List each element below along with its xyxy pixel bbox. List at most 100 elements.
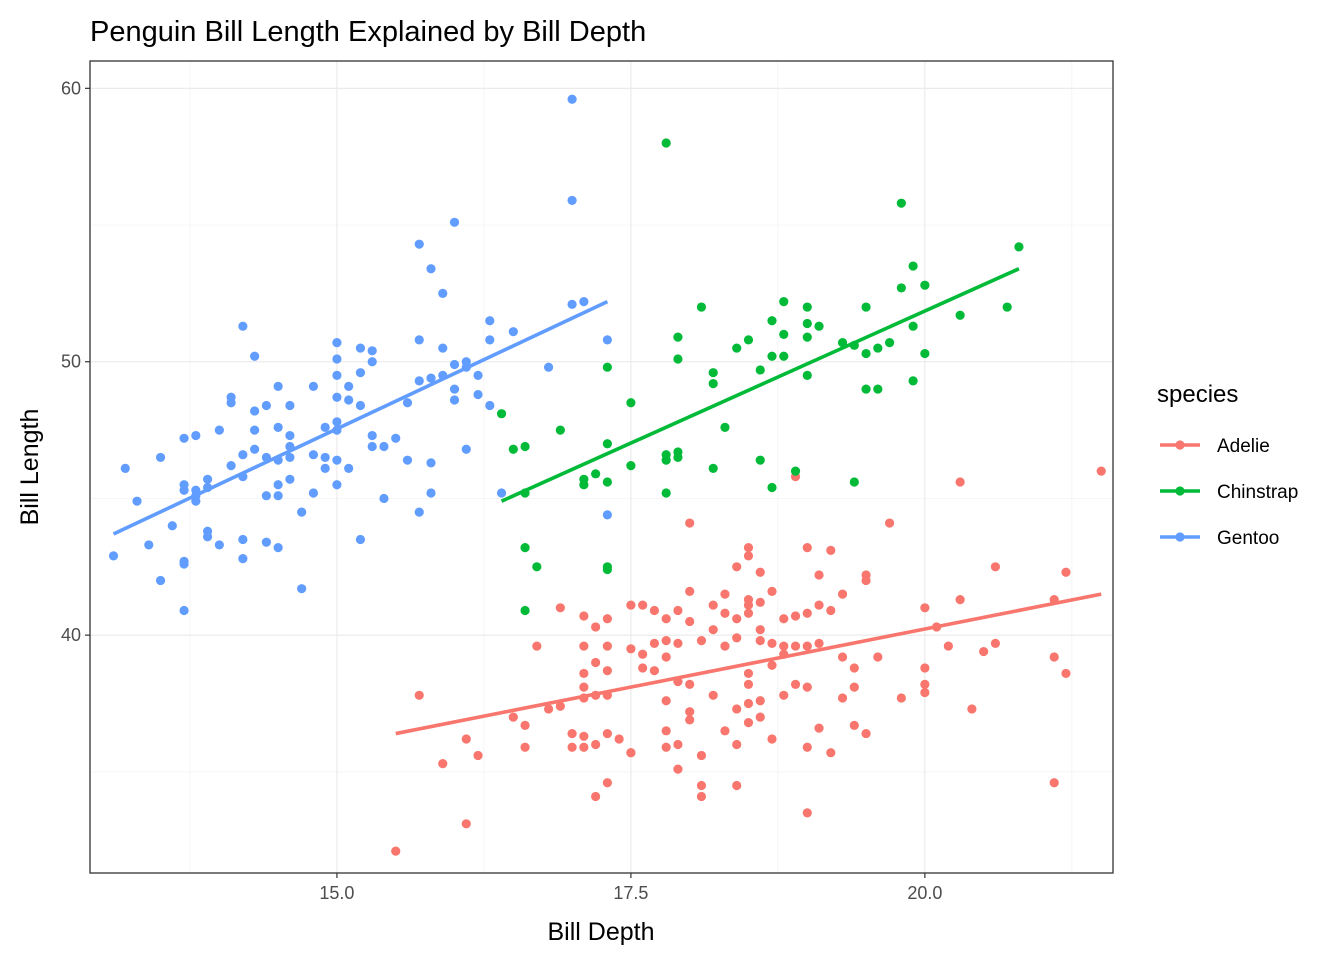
- chinstrap-point: [802, 370, 812, 381]
- adelie-point: [955, 594, 965, 605]
- x-tick-label: 15.0: [319, 883, 354, 903]
- adelie-point: [696, 750, 707, 761]
- gentoo-point: [461, 362, 471, 372]
- minor-gridlines: [90, 61, 1113, 873]
- chinstrap-point: [1014, 242, 1024, 252]
- chinstrap-point: [802, 318, 812, 329]
- adelie-point: [884, 518, 895, 528]
- plot-background: [90, 61, 1113, 873]
- chinstrap-point: [673, 452, 683, 463]
- legend-item-chinstrap: Chinstrap: [1160, 482, 1298, 503]
- adelie-point: [755, 636, 765, 646]
- gentoo-point: [426, 488, 436, 498]
- adelie-point: [1061, 668, 1071, 679]
- adelie-point: [720, 608, 730, 618]
- chinstrap-point: [673, 332, 683, 342]
- adelie-point: [743, 718, 754, 728]
- adelie-point: [685, 586, 695, 596]
- adelie-point: [579, 742, 589, 752]
- chinstrap-point: [884, 338, 895, 348]
- adelie-point: [943, 641, 953, 651]
- chinstrap-point: [708, 379, 718, 389]
- adelie-point: [661, 636, 671, 646]
- adelie-point: [567, 742, 577, 752]
- chinstrap-point: [779, 351, 789, 361]
- adelie-point: [732, 780, 742, 791]
- chinstrap-point: [896, 198, 906, 208]
- chinstrap-point: [802, 332, 812, 342]
- chinstrap-point: [955, 310, 965, 320]
- gentoo-point: [202, 474, 213, 484]
- adelie-point: [661, 652, 671, 662]
- adelie-point: [755, 712, 765, 722]
- adelie-point: [661, 742, 671, 752]
- gentoo-point: [226, 461, 236, 471]
- gentoo-point: [179, 433, 189, 443]
- adelie-point: [626, 644, 636, 654]
- chinstrap-point: [520, 543, 530, 553]
- gentoo-point: [332, 455, 342, 465]
- adelie-point: [461, 734, 471, 744]
- adelie-point: [685, 715, 695, 725]
- adelie-point: [896, 693, 906, 703]
- gentoo-point: [355, 368, 366, 378]
- adelie-point: [661, 696, 671, 706]
- adelie-point: [814, 600, 824, 610]
- chinstrap-point: [896, 283, 906, 293]
- chinstrap-point: [790, 466, 801, 476]
- chinstrap-point: [779, 329, 789, 340]
- adelie-point: [520, 742, 530, 752]
- adelie-point: [661, 726, 671, 736]
- gentoo-point: [238, 450, 248, 460]
- gentoo-point: [320, 422, 330, 432]
- adelie-point: [579, 693, 589, 703]
- gentoo-point: [261, 537, 271, 547]
- adelie-point: [579, 668, 589, 679]
- gentoo-point: [402, 398, 413, 408]
- chinstrap-point: [732, 343, 742, 353]
- adelie-point: [932, 622, 942, 632]
- gentoo-point: [167, 521, 177, 531]
- gentoo-point: [449, 359, 460, 370]
- adelie-point: [790, 611, 801, 621]
- adelie-point: [696, 780, 707, 791]
- gentoo-point: [332, 354, 342, 364]
- adelie-point: [685, 707, 695, 717]
- adelie-point: [602, 728, 612, 739]
- gentoo-point: [191, 496, 201, 506]
- adelie-point: [567, 728, 577, 739]
- gentoo-point: [543, 362, 554, 372]
- adelie-point: [837, 589, 848, 599]
- chinstrap-point: [696, 302, 707, 312]
- gentoo-point: [379, 493, 389, 504]
- gentoo-point: [414, 376, 424, 386]
- adelie-point: [955, 477, 965, 487]
- adelie-point: [826, 605, 836, 616]
- chinstrap-point: [508, 444, 518, 454]
- gentoo-point: [132, 496, 142, 506]
- gentoo-point: [285, 441, 295, 452]
- adelie-point: [743, 668, 754, 679]
- adelie-point: [649, 605, 660, 616]
- adelie-point: [591, 739, 601, 750]
- gentoo-point: [261, 491, 271, 501]
- adelie-point: [861, 570, 871, 580]
- adelie-legend-point: [1175, 440, 1185, 450]
- adelie-point: [673, 764, 683, 774]
- gentoo-point: [426, 264, 436, 274]
- chinstrap-point: [920, 348, 930, 359]
- gentoo-point: [567, 94, 577, 104]
- adelie-point: [802, 608, 812, 618]
- legend-label-chinstrap: Chinstrap: [1217, 482, 1298, 503]
- adelie-point: [532, 641, 542, 651]
- gentoo-point: [344, 381, 354, 391]
- chinstrap-point: [779, 296, 789, 307]
- chinstrap-point: [920, 280, 930, 290]
- chinstrap-point: [837, 338, 848, 348]
- gentoo-point: [261, 452, 271, 463]
- x-tick-label: 17.5: [613, 883, 648, 903]
- adelie-point: [602, 666, 612, 676]
- plot-border: [89, 60, 1114, 874]
- gentoo-point: [449, 217, 460, 227]
- adelie-point: [990, 638, 1001, 648]
